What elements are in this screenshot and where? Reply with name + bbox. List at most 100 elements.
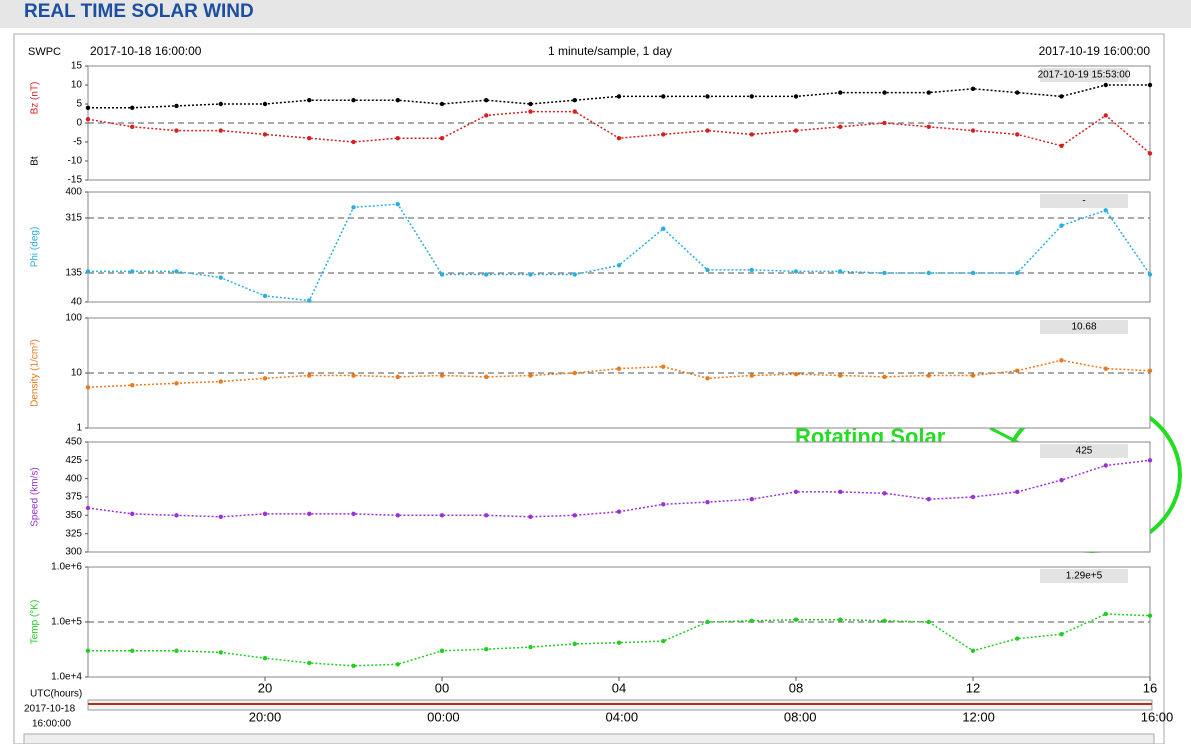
data-point [749, 373, 754, 378]
data-point [174, 269, 179, 274]
latest-box [1040, 444, 1128, 458]
data-point [882, 270, 887, 276]
data-point [926, 90, 931, 95]
data-point [130, 269, 135, 274]
y-tick-label: 300 [65, 547, 82, 558]
data-point [926, 497, 931, 502]
y-tick-label: 400 [65, 187, 82, 198]
y-tick-label: 1.0e+4 [51, 672, 82, 683]
data-point [307, 136, 312, 141]
header-title: REAL TIME SOLAR WIND [24, 1, 254, 22]
data-point [351, 663, 356, 668]
data-point [1147, 82, 1153, 88]
y-axis-label: Temp (°K) [30, 600, 41, 645]
legend-label: Bz (nT) [30, 82, 41, 115]
data-point [85, 648, 91, 653]
timeline-start-date: 2017-10-18 [24, 704, 76, 715]
data-point [395, 136, 400, 141]
latest-value: 10.68 [1071, 322, 1096, 333]
data-point [926, 270, 931, 276]
data-point [838, 124, 843, 129]
plot-area [87, 191, 1151, 303]
latest-value: 1.29e+5 [1066, 571, 1103, 582]
data-point [85, 117, 91, 122]
data-point [130, 105, 135, 111]
data-point [970, 86, 976, 92]
source: SWPC [28, 46, 61, 58]
y-tick-label: 1.0e+6 [51, 562, 82, 573]
y-tick-label: 425 [65, 455, 82, 466]
timeline-tick-label: 12:00 [962, 709, 995, 724]
data-point [882, 120, 887, 126]
timeline-tick-label: 20:00 [249, 709, 282, 724]
y-tick-label: 375 [65, 492, 82, 503]
timeline-tick-label: 04:00 [606, 709, 639, 724]
frame [13, 33, 1165, 744]
data-point [395, 662, 400, 667]
data-point [395, 98, 400, 103]
data-point [439, 513, 445, 518]
data-point [572, 641, 577, 647]
data-point [130, 383, 135, 388]
data-point [705, 267, 710, 273]
data-point [1059, 223, 1064, 228]
data-point [882, 90, 887, 95]
y-tick-label: 15 [71, 61, 83, 72]
data-point [926, 373, 931, 378]
x-tick-label: 04 [612, 680, 626, 695]
data-point [1147, 458, 1153, 463]
data-point [616, 509, 622, 514]
data-point [130, 648, 135, 653]
data-point [218, 514, 223, 519]
data-point [970, 648, 976, 653]
latest-box [1040, 68, 1128, 82]
y-tick-label: 450 [65, 437, 82, 448]
y-tick-label: -10 [68, 156, 83, 167]
data-point [616, 366, 622, 371]
start-date: 2017-10-18 16:00:00 [90, 44, 202, 58]
data-point [395, 374, 400, 380]
data-point [1103, 366, 1108, 371]
data-point [661, 132, 666, 137]
resolution: 1 minute/sample, 1 day [548, 44, 672, 58]
data-point [528, 373, 533, 378]
data-point [174, 648, 179, 653]
data-point [1103, 611, 1108, 617]
data-point [484, 113, 489, 118]
data-point [262, 655, 268, 661]
data-point [882, 618, 887, 624]
data-point [174, 103, 179, 109]
data-point [572, 272, 577, 277]
data-point [174, 381, 179, 386]
data-point [351, 205, 356, 210]
data-point [484, 374, 489, 380]
latest-box [1040, 320, 1128, 334]
data-point [130, 124, 135, 129]
data-point [661, 638, 666, 644]
timeline-tick-label: 16:00 [1141, 709, 1174, 724]
data-point [661, 364, 666, 369]
data-point [1015, 636, 1020, 641]
data-point [218, 275, 223, 280]
data-point [307, 660, 312, 666]
data-point [882, 374, 887, 380]
y-tick-label: -15 [68, 175, 83, 186]
data-point [793, 94, 799, 99]
data-point [351, 139, 356, 145]
data-point [262, 293, 268, 299]
data-point [439, 373, 445, 378]
timeline-tick-label: 00:00 [427, 709, 460, 724]
plot-area [87, 441, 1151, 553]
data-point [970, 270, 976, 276]
data-point [1015, 489, 1020, 495]
data-point [661, 94, 666, 99]
latest-box [1040, 194, 1128, 208]
data-point [484, 513, 489, 518]
latest-value: 2017-10-19 15:53:00 [1038, 70, 1131, 81]
data-point [439, 101, 445, 107]
data-point [616, 263, 622, 268]
data-point [970, 494, 976, 500]
data-point [307, 98, 312, 103]
data-point [705, 128, 710, 133]
